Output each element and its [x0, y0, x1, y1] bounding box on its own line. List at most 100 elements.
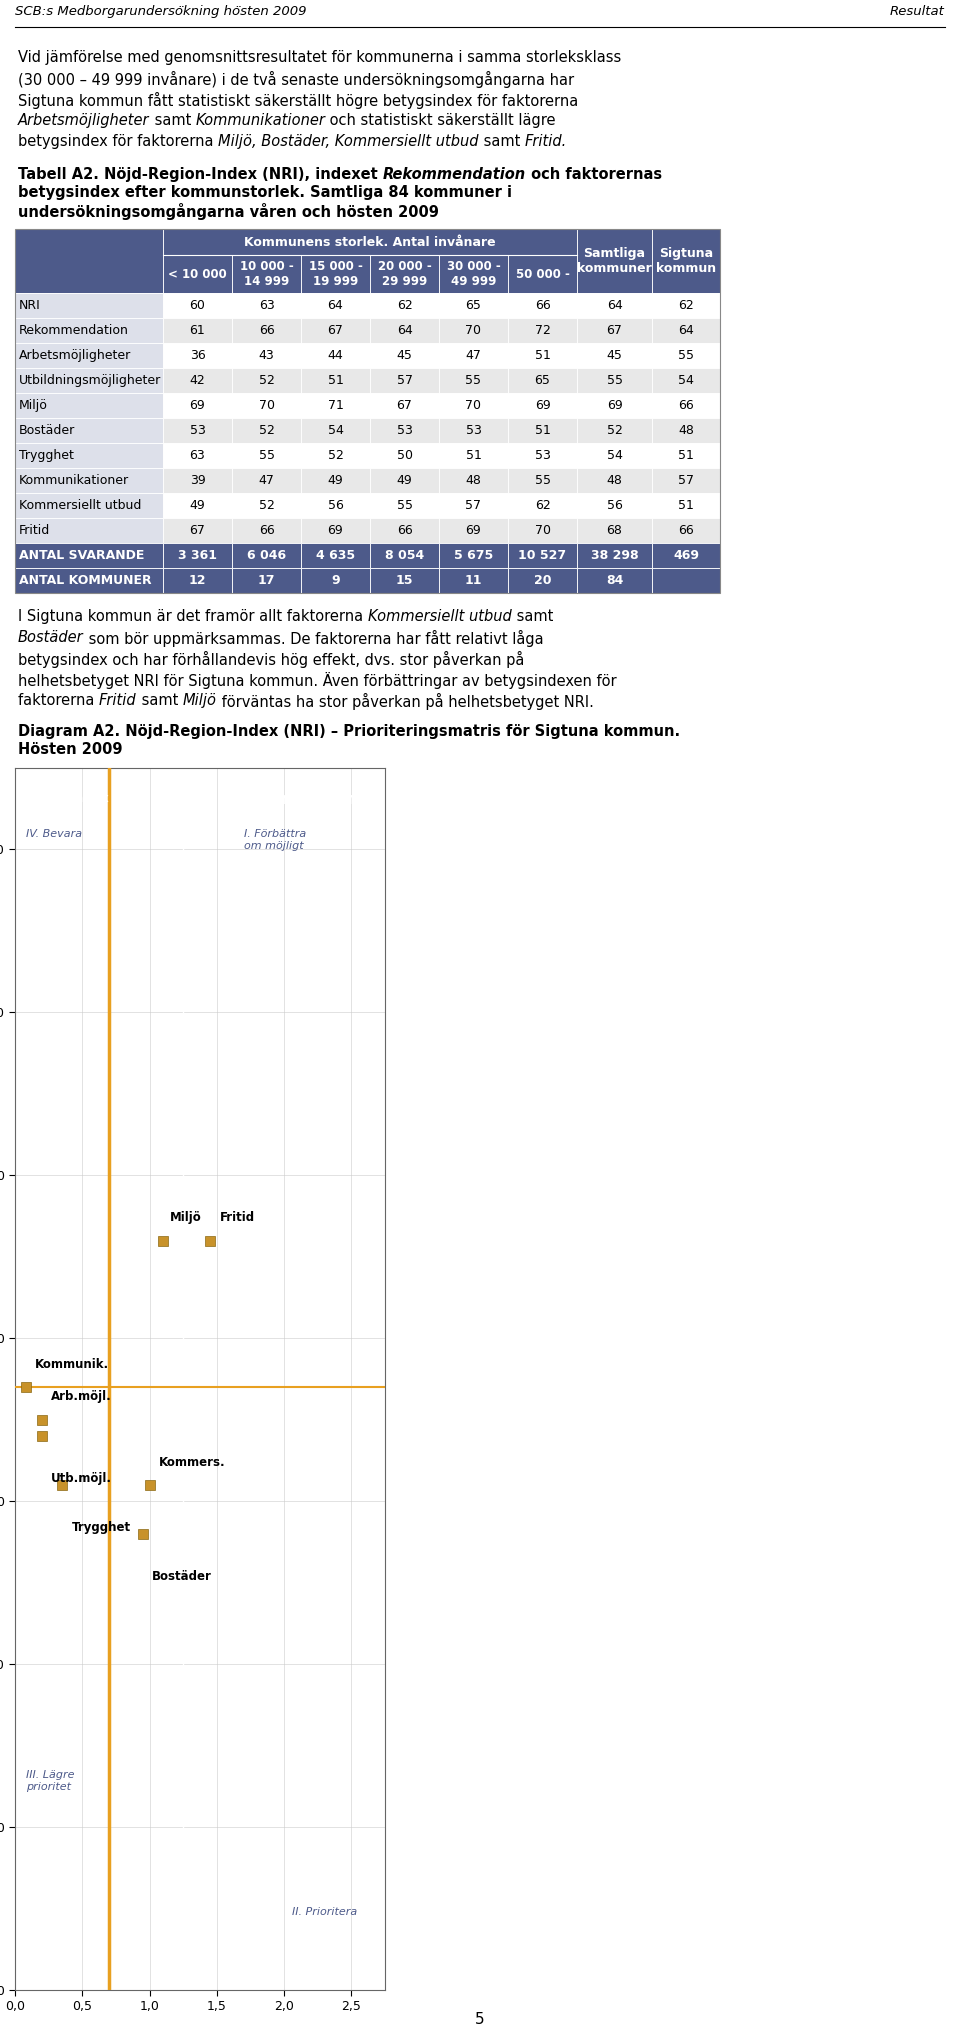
Bar: [652, 493, 720, 517]
Text: och statistiskt säkerställt lägre: och statistiskt säkerställt lägre: [325, 114, 556, 128]
Bar: [370, 417, 439, 444]
Text: 48: 48: [466, 474, 481, 487]
Bar: [439, 568, 508, 592]
Text: 62: 62: [535, 499, 550, 511]
Text: Fritid: Fritid: [99, 692, 136, 709]
Bar: [508, 544, 577, 568]
Bar: [301, 342, 370, 369]
Text: 17: 17: [257, 574, 276, 586]
Bar: [15, 293, 163, 318]
Bar: [370, 544, 439, 568]
Text: 42: 42: [190, 375, 205, 387]
Bar: [370, 444, 439, 468]
Text: 53: 53: [466, 423, 481, 438]
Bar: [508, 393, 577, 417]
Text: samt: samt: [479, 134, 524, 149]
Bar: [163, 493, 232, 517]
Bar: [15, 544, 163, 568]
Bar: [15, 517, 163, 544]
Text: 64: 64: [607, 299, 622, 312]
Text: 66: 66: [258, 324, 275, 338]
Bar: [370, 517, 439, 544]
Bar: [163, 468, 232, 493]
Text: 54: 54: [607, 450, 622, 462]
Bar: [301, 393, 370, 417]
Bar: [15, 228, 720, 592]
Text: 69: 69: [466, 523, 481, 538]
Bar: [370, 393, 439, 417]
Text: 70: 70: [466, 399, 482, 411]
Text: 70: 70: [466, 324, 482, 338]
Bar: [301, 444, 370, 468]
Bar: [370, 369, 439, 393]
Text: 65: 65: [466, 299, 481, 312]
Text: 5: 5: [475, 2012, 485, 2028]
Bar: [301, 493, 370, 517]
Text: 57: 57: [466, 499, 482, 511]
Bar: [15, 568, 163, 592]
Text: Kommers.: Kommers.: [159, 1456, 226, 1468]
Bar: [163, 544, 232, 568]
Text: 10 000 -
14 999: 10 000 - 14 999: [240, 261, 294, 287]
Text: Arbetsmöjligheter: Arbetsmöjligheter: [19, 348, 132, 362]
Text: 53: 53: [189, 423, 205, 438]
Text: 55: 55: [466, 375, 482, 387]
Bar: [577, 444, 652, 468]
Text: Miljö: Miljö: [19, 399, 48, 411]
Text: 15 000 -
19 999: 15 000 - 19 999: [308, 261, 363, 287]
Bar: [652, 228, 720, 293]
Bar: [15, 228, 163, 293]
Bar: [652, 444, 720, 468]
Bar: [163, 318, 232, 342]
Text: 12: 12: [189, 574, 206, 586]
Bar: [508, 493, 577, 517]
Bar: [15, 493, 163, 517]
Text: Diagram A2. Nöjd-Region-Index (NRI) – Prioriteringsmatris för Sigtuna kommun.: Diagram A2. Nöjd-Region-Index (NRI) – Pr…: [18, 725, 680, 739]
Text: 63: 63: [258, 299, 275, 312]
Bar: [232, 318, 301, 342]
Text: Trygghet: Trygghet: [19, 450, 74, 462]
Text: 52: 52: [258, 423, 275, 438]
Bar: [652, 293, 720, 318]
Text: Kommunens storlek. Antal invånare: Kommunens storlek. Antal invånare: [244, 236, 495, 248]
Bar: [577, 468, 652, 493]
Bar: [232, 568, 301, 592]
Bar: [508, 468, 577, 493]
Bar: [15, 468, 163, 493]
Text: Resultat: Resultat: [890, 4, 945, 18]
Text: 52: 52: [327, 450, 344, 462]
Text: 65: 65: [535, 375, 550, 387]
Text: IV. Bevara: IV. Bevara: [26, 829, 83, 839]
Bar: [232, 417, 301, 444]
Bar: [508, 444, 577, 468]
Bar: [508, 369, 577, 393]
Bar: [232, 444, 301, 468]
Bar: [439, 393, 508, 417]
Text: 64: 64: [327, 299, 344, 312]
Bar: [508, 254, 577, 293]
Bar: [301, 254, 370, 293]
Text: Kommunik.: Kommunik.: [36, 1358, 109, 1370]
Text: 67: 67: [607, 324, 622, 338]
Text: samt: samt: [512, 609, 553, 623]
Text: Bostäder: Bostäder: [19, 423, 75, 438]
Text: Fritid: Fritid: [220, 1211, 254, 1224]
Text: Sigtuna
kommun: Sigtuna kommun: [656, 246, 716, 275]
Bar: [439, 444, 508, 468]
Text: 20: 20: [534, 574, 551, 586]
Text: 72: 72: [535, 324, 550, 338]
Bar: [577, 517, 652, 544]
Text: 69: 69: [607, 399, 622, 411]
Text: samt: samt: [136, 692, 182, 709]
Text: 54: 54: [678, 375, 694, 387]
Text: 49: 49: [396, 474, 413, 487]
Text: 52: 52: [258, 499, 275, 511]
Text: 10 527: 10 527: [518, 550, 566, 562]
Text: Bostäder: Bostäder: [153, 1570, 212, 1582]
Text: Samtliga
kommuner: Samtliga kommuner: [577, 246, 652, 275]
Bar: [508, 568, 577, 592]
Bar: [232, 293, 301, 318]
Bar: [508, 417, 577, 444]
Text: som bör uppmärksammas. De faktorerna har fått relativt låga: som bör uppmärksammas. De faktorerna har…: [84, 629, 543, 647]
Text: 69: 69: [535, 399, 550, 411]
